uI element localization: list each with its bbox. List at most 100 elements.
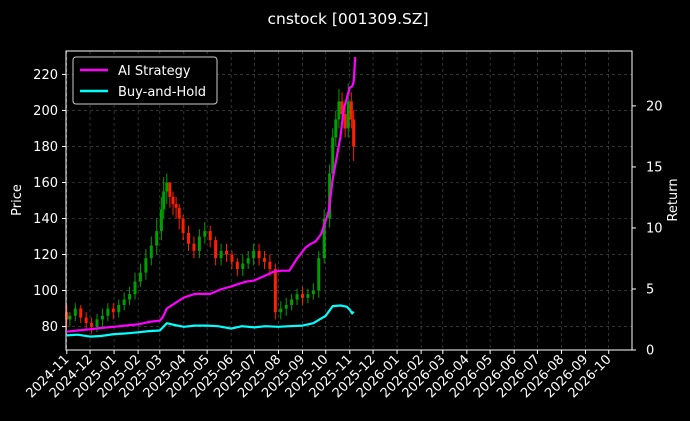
candle <box>262 250 266 269</box>
candle-body <box>352 119 356 147</box>
candle-body <box>79 308 83 318</box>
candle <box>337 88 341 129</box>
candle <box>257 243 261 266</box>
right-tick-label: 10 <box>646 221 663 236</box>
legend: AI Strategy Buy-and-Hold <box>72 56 218 105</box>
candle-body <box>246 258 250 264</box>
candle <box>122 292 126 311</box>
candle <box>306 288 310 304</box>
y-axis-label-left: Price <box>10 184 25 216</box>
candle <box>252 243 256 266</box>
candle-body <box>241 263 245 269</box>
candle <box>352 110 356 161</box>
left-tick-label: 220 <box>33 68 58 83</box>
candle-body <box>187 232 191 244</box>
candle-body <box>84 317 88 323</box>
candle-body <box>133 281 137 295</box>
candle <box>230 250 234 269</box>
candle-body <box>349 101 353 120</box>
candle-body <box>128 294 132 300</box>
candle-body <box>284 304 288 309</box>
candle-body <box>290 299 294 305</box>
left-tick-label: 140 <box>33 212 58 227</box>
candle-body <box>100 315 104 320</box>
candle <box>284 297 288 316</box>
candle-body <box>73 308 77 316</box>
left-tick-label: 200 <box>33 104 58 119</box>
candle-body <box>159 209 163 232</box>
candle-body <box>144 258 148 273</box>
candle-body <box>181 218 185 233</box>
candle <box>155 218 159 255</box>
right-tick-label: 5 <box>646 282 654 297</box>
candle-body <box>343 114 347 129</box>
left-tick-label: 80 <box>41 320 58 335</box>
candle-body <box>337 101 341 120</box>
candle-body <box>334 119 338 138</box>
legend-box <box>72 56 218 105</box>
candle-body <box>203 231 207 237</box>
candle <box>128 286 132 305</box>
series-lines <box>66 57 357 338</box>
candle-body <box>117 304 121 313</box>
candle <box>162 177 166 219</box>
candle <box>317 250 321 298</box>
candle-body <box>106 308 110 316</box>
legend-label-buy-and-hold: Buy-and-Hold <box>118 85 206 100</box>
candle <box>235 258 239 277</box>
candle <box>171 191 175 215</box>
left-tick-label: 160 <box>33 176 58 191</box>
candle <box>138 263 142 287</box>
candle <box>187 225 191 251</box>
candle-body <box>155 231 159 246</box>
candle-body <box>171 196 175 205</box>
candle-body <box>268 261 272 269</box>
candle <box>273 263 277 320</box>
candle-body <box>306 294 310 298</box>
left-tick-label: 180 <box>33 140 58 155</box>
candle <box>90 317 94 334</box>
left-axis-ticks: 80 100 120 140 160 180 200 220 <box>33 68 66 335</box>
candle-body <box>162 191 166 210</box>
chart-title: cnstock [001309.SZ] <box>267 10 428 28</box>
candle-body <box>208 231 212 241</box>
candlesticks <box>65 83 356 334</box>
candle-body <box>322 218 326 259</box>
candle-body <box>214 240 218 259</box>
series-line-buy-and-hold <box>66 304 355 338</box>
candle <box>343 106 347 138</box>
candle-body <box>65 312 69 320</box>
right-axis-ticks: 0 5 10 15 20 <box>632 99 663 359</box>
candle <box>311 283 315 300</box>
candle-body <box>331 137 335 174</box>
candle <box>181 214 185 241</box>
candle <box>241 254 245 277</box>
candle-body <box>252 250 256 259</box>
candle <box>144 249 148 280</box>
candle-body <box>224 250 228 255</box>
candle <box>159 196 163 241</box>
candle-body <box>177 207 181 219</box>
candle <box>68 312 72 327</box>
candle <box>149 236 153 266</box>
candle <box>322 209 326 264</box>
candle <box>219 243 223 266</box>
candle-body <box>149 245 153 259</box>
candle <box>246 250 250 269</box>
candle-body <box>346 101 350 129</box>
candle-body <box>138 272 142 282</box>
series-line-ai-strategy <box>66 57 357 333</box>
candle <box>65 304 69 327</box>
candle-body <box>230 254 234 262</box>
candle-body <box>168 182 172 197</box>
candle <box>295 288 299 305</box>
candle-body <box>122 299 126 305</box>
candle <box>203 222 207 244</box>
candle-body <box>111 308 115 313</box>
candle <box>73 303 77 322</box>
candle-body <box>340 101 344 115</box>
candle-body <box>192 243 196 251</box>
candle-body <box>279 308 283 313</box>
candle-body <box>197 236 201 251</box>
candle <box>111 303 115 320</box>
